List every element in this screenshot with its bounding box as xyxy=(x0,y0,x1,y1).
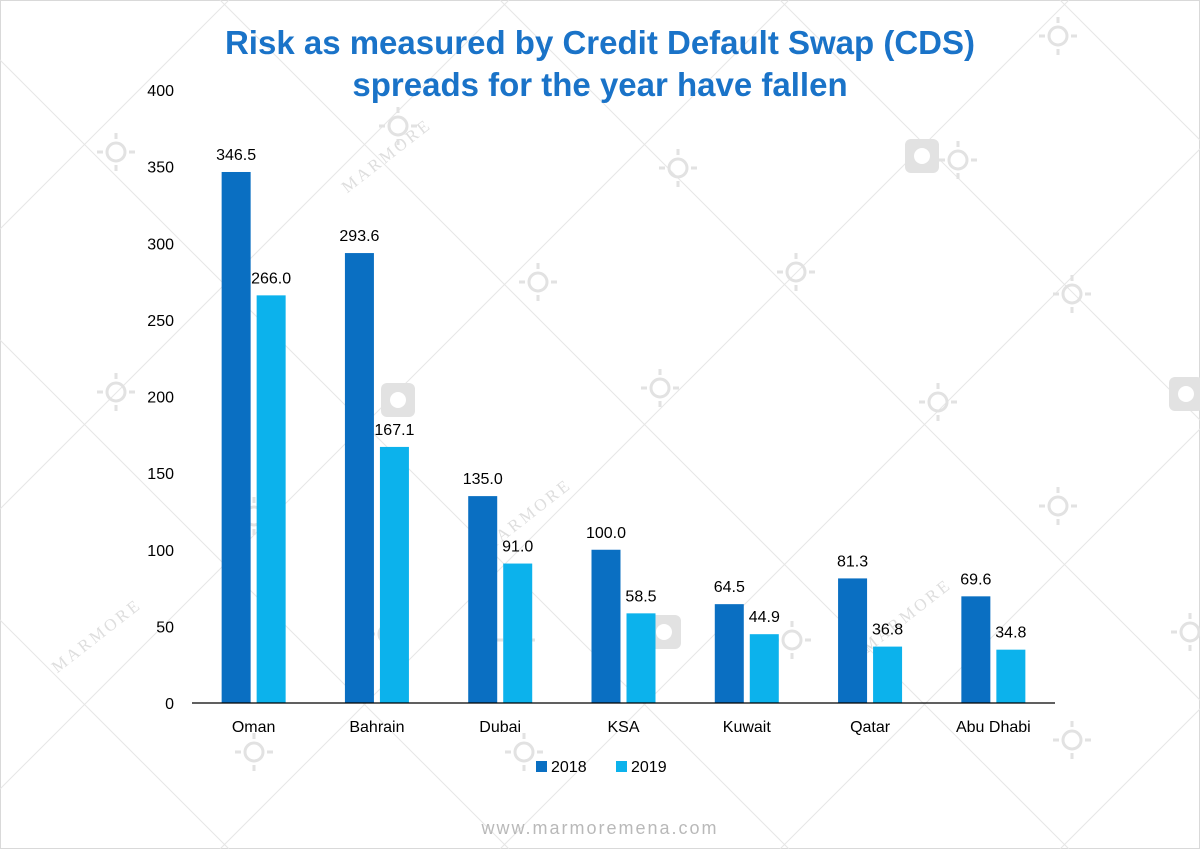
bar-2019-kuwait xyxy=(749,634,779,703)
footer-url: www.marmoremena.com xyxy=(481,818,719,838)
y-tick-label: 250 xyxy=(147,313,174,330)
sun-icon xyxy=(641,369,679,407)
sun-icon xyxy=(379,107,417,145)
y-tick-label: 100 xyxy=(147,543,174,560)
sun-icon xyxy=(1053,721,1091,759)
y-tick-label: 150 xyxy=(147,466,174,483)
sun-icon xyxy=(1171,613,1200,651)
bar-2019-dubai xyxy=(503,563,533,703)
sun-icon xyxy=(97,133,135,171)
sun-icon xyxy=(235,733,273,771)
bar-2019-ksa xyxy=(626,613,656,703)
data-label: 266.0 xyxy=(251,270,291,287)
sun-icon xyxy=(505,733,543,771)
y-tick-label: 300 xyxy=(147,236,174,253)
data-label: 69.6 xyxy=(960,571,991,588)
x-tick-label: Dubai xyxy=(479,719,521,736)
bar-2019-abu-dhabi xyxy=(996,649,1026,703)
data-label: 44.9 xyxy=(749,609,780,626)
y-tick-label: 50 xyxy=(156,619,174,636)
sun-icon xyxy=(519,263,557,301)
bar-2018-qatar xyxy=(838,578,868,703)
data-label: 81.3 xyxy=(837,553,868,570)
bar-2018-ksa xyxy=(591,549,621,703)
data-label: 346.5 xyxy=(216,147,256,164)
data-label: 36.8 xyxy=(872,622,903,639)
x-tick-label: KSA xyxy=(607,719,639,736)
sun-icon xyxy=(777,253,815,291)
y-tick-label: 0 xyxy=(165,696,174,713)
bar-2018-oman xyxy=(221,171,251,703)
bar-2018-kuwait xyxy=(714,604,744,703)
sun-icon xyxy=(1039,487,1077,525)
data-label: 293.6 xyxy=(339,228,379,245)
legend-label: 2019 xyxy=(631,759,667,776)
x-tick-label: Oman xyxy=(232,719,276,736)
y-tick-label: 400 xyxy=(147,83,174,100)
sun-icon xyxy=(1053,275,1091,313)
sun-icon xyxy=(1039,17,1077,55)
x-tick-label: Kuwait xyxy=(723,719,772,736)
bar-2018-abu-dhabi xyxy=(961,596,991,703)
chart-title-line-2: spreads for the year have fallen xyxy=(352,66,848,103)
sun-icon xyxy=(659,149,697,187)
x-tick-label: Qatar xyxy=(850,719,891,736)
camera-icon xyxy=(905,139,939,173)
data-label: 34.8 xyxy=(995,625,1026,642)
camera-icon xyxy=(381,383,415,417)
x-tick-label: Bahrain xyxy=(349,719,404,736)
data-label: 91.0 xyxy=(502,539,533,556)
data-label: 167.1 xyxy=(374,422,414,439)
sun-icon xyxy=(939,141,977,179)
sun-icon xyxy=(97,373,135,411)
bar-2018-bahrain xyxy=(344,253,374,704)
legend-swatch xyxy=(536,761,547,772)
sun-icon xyxy=(919,383,957,421)
camera-icon xyxy=(1169,377,1200,411)
bar-2018-dubai xyxy=(468,496,498,703)
legend-label: 2018 xyxy=(551,759,587,776)
chart-title: Risk as measured by Credit Default Swap … xyxy=(150,22,1050,106)
data-label: 100.0 xyxy=(586,525,626,542)
chart-title-line-1: Risk as measured by Credit Default Swap … xyxy=(224,24,976,61)
data-label: 135.0 xyxy=(463,471,503,488)
bar-2019-qatar xyxy=(873,646,903,703)
data-label: 64.5 xyxy=(714,579,745,596)
legend-swatch xyxy=(616,761,627,772)
bar-2019-oman xyxy=(256,295,286,703)
y-tick-label: 200 xyxy=(147,390,174,407)
data-label: 58.5 xyxy=(625,588,656,605)
legend: 2018 2019 xyxy=(536,759,667,776)
x-tick-label: Abu Dhabi xyxy=(956,719,1031,736)
bar-2019-bahrain xyxy=(379,446,409,703)
y-tick-label: 350 xyxy=(147,160,174,177)
